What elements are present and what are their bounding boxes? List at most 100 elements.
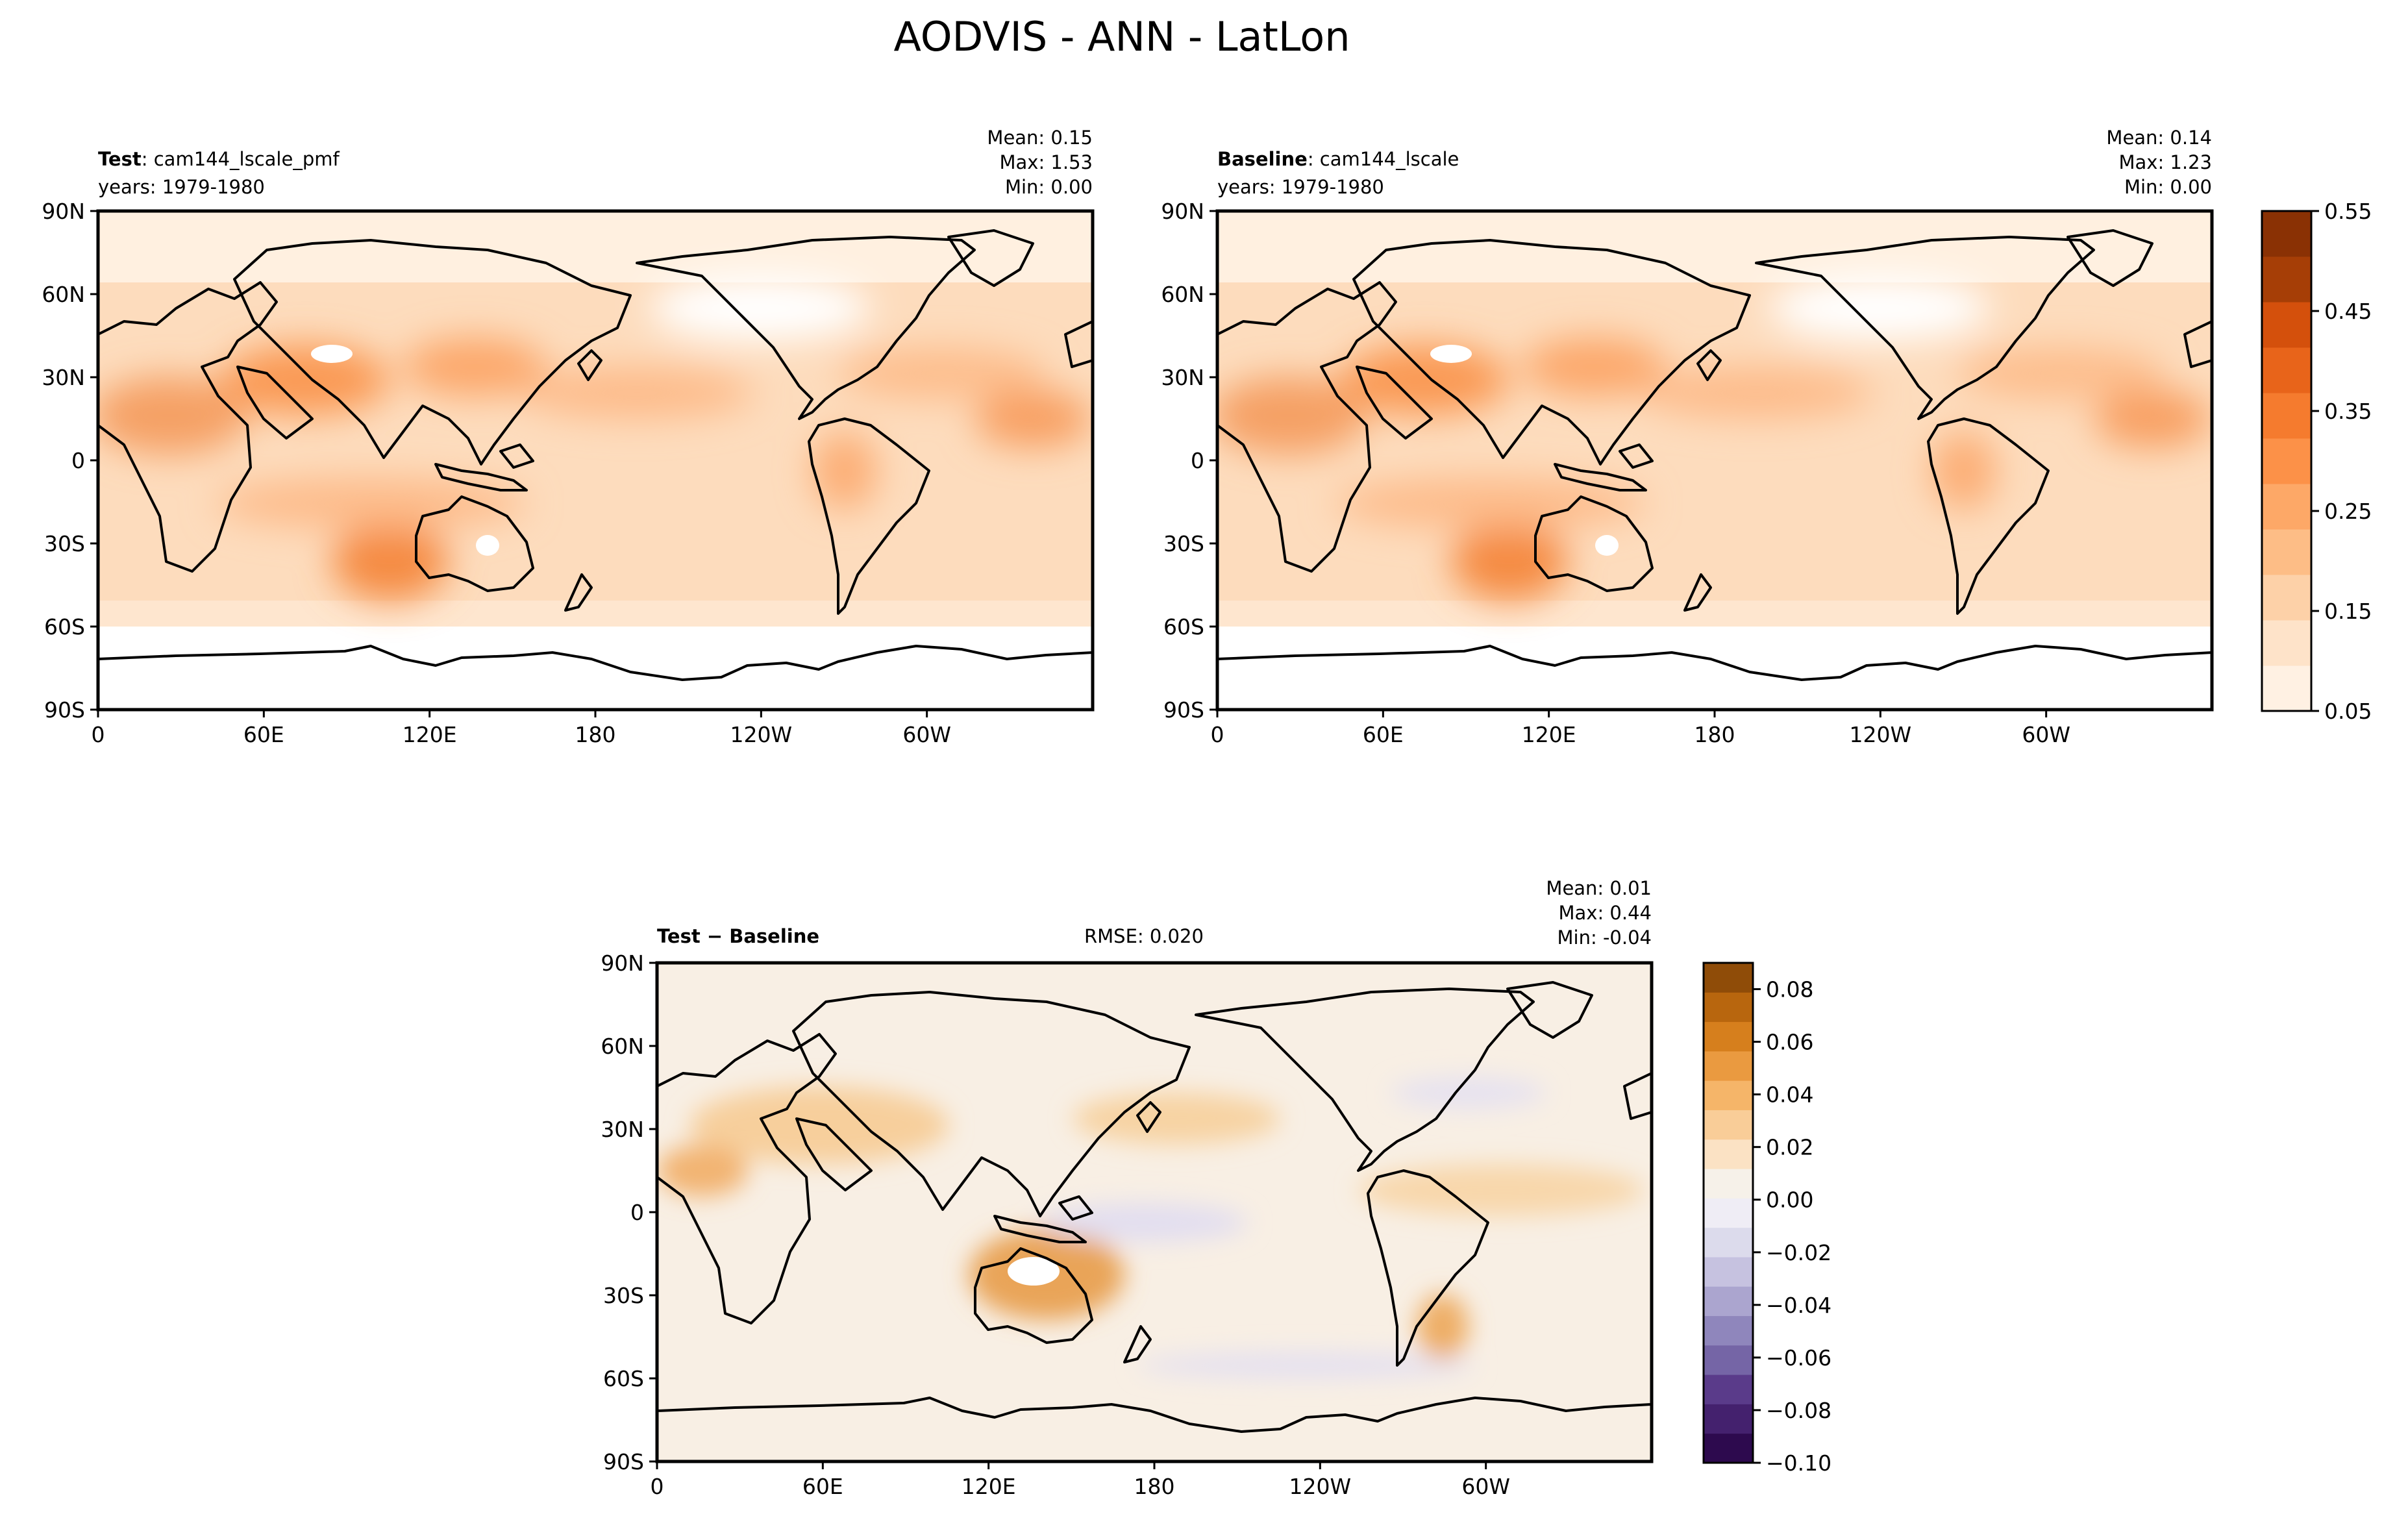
difference-map [657, 963, 1652, 1461]
colorbar-diff-tick-label: −0.06 [1766, 1345, 1831, 1371]
colorbar-oranges-level [2262, 302, 2311, 348]
difference-xtick-label: 60W [1461, 1474, 1510, 1499]
difference-mean: Mean: 0.01 [1546, 877, 1652, 899]
colorbar-diff-tick-label: −0.04 [1766, 1293, 1831, 1318]
difference-max: Max: 0.44 [1558, 902, 1652, 924]
colorbar-diff-tick-label: 0.02 [1766, 1135, 1813, 1160]
colorbar-oranges-level [2262, 529, 2311, 575]
test-xtick-label: 60W [902, 722, 951, 747]
colorbar-diff-tick-label: 0.06 [1766, 1030, 1813, 1055]
baseline-ytick-label: 60N [1161, 282, 1204, 307]
colorbar-oranges-tick-label: 0.15 [2324, 599, 2372, 624]
test-ytick-label: 60S [44, 614, 85, 640]
difference-ytick-label: 30N [601, 1117, 644, 1142]
test-axes: 0 60E 120E 180 120W 60W 90N 60N 30N 0 30S 60S 90S [42, 199, 951, 747]
colorbar-oranges-level [2262, 484, 2311, 530]
colorbar-oranges-level [2262, 393, 2311, 439]
colorbar-oranges-level [2262, 620, 2311, 666]
test-map [98, 211, 1093, 710]
baseline-axes: 0 60E 120E 180 120W 60W 90N 60N 30N 0 30S 60S 90S [1161, 199, 2070, 747]
baseline-ytick-label: 30S [1163, 531, 1204, 556]
colorbar-diff-tick-label: 0.00 [1766, 1187, 1813, 1213]
figure-title: AODVIS - ANN - LatLon [893, 13, 1350, 60]
difference-min: Min: -0.04 [1558, 926, 1652, 949]
colorbar-diff-level [1704, 1256, 1753, 1287]
colorbar-diff-level [1704, 1139, 1753, 1169]
colorbar-diff-tick-label: −0.02 [1766, 1240, 1831, 1265]
difference-ytick-label: 90S [603, 1449, 644, 1474]
colorbar-diff-tick-label: 0.08 [1766, 977, 1813, 1002]
difference-ytick-label: 30S [603, 1283, 644, 1308]
difference-axes: 0 60E 120E 180 120W 60W 90N 60N 30N 0 30S 60S 90S [601, 951, 1510, 1499]
colorbar-diff-level [1704, 992, 1753, 1023]
baseline-label-bold: Baseline [1217, 148, 1308, 170]
difference-ytick-label: 60S [603, 1366, 644, 1391]
test-ytick-label: 30S [44, 531, 85, 556]
colorbar-diff-level [1704, 1169, 1753, 1199]
baseline-panel: Baseline: cam144_lscale years: 1979-1980… [1161, 127, 2214, 747]
difference-ytick-label: 60N [601, 1034, 644, 1059]
difference-xtick-label: 60E [802, 1474, 843, 1499]
baseline-max: Max: 1.23 [2118, 151, 2212, 173]
colorbar-diff-level [1704, 1286, 1753, 1317]
test-xtick-label: 60E [243, 722, 284, 747]
colorbar-diff-level [1704, 1404, 1753, 1434]
colorbar-diff-level [1704, 1198, 1753, 1228]
test-label-case: : cam144_lscale_pmf [142, 148, 340, 170]
colorbar-oranges-tick-label: 0.05 [2324, 699, 2372, 724]
test-label: Test: cam144_lscale_pmf [98, 148, 340, 170]
test-max: Max: 1.53 [999, 151, 1093, 173]
colorbar-diff-level [1704, 1374, 1753, 1404]
test-ytick-label: 90S [44, 697, 85, 723]
difference-xtick-label: 120W [1289, 1474, 1352, 1499]
test-xtick-label: 180 [575, 722, 616, 747]
difference-ytick-label: 0 [630, 1200, 644, 1225]
test-ytick-label: 90N [42, 199, 85, 224]
test-years: years: 1979-1980 [98, 176, 265, 198]
difference-rmse: RMSE: 0.020 [1084, 925, 1204, 947]
baseline-years: years: 1979-1980 [1217, 176, 1384, 198]
baseline-ytick-label: 0 [1191, 448, 1204, 473]
colorbar-diff-frame [1702, 962, 1754, 1464]
test-xtick-label: 0 [92, 722, 105, 747]
colorbar-diff-level [1704, 1110, 1753, 1140]
colorbar-diff-level [1704, 1227, 1753, 1258]
difference-panel: Test − Baseline RMSE: 0.020 Mean: 0.01 M… [601, 877, 1654, 1499]
test-ytick-label: 0 [71, 448, 85, 473]
colorbar-diff-level [1704, 1080, 1753, 1110]
baseline-xtick-label: 60E [1363, 722, 1404, 747]
test-xtick-label: 120W [730, 722, 793, 747]
colorbar-diff-tick-label: −0.10 [1766, 1450, 1831, 1476]
test-ytick-label: 60N [42, 282, 85, 307]
colorbar-oranges-level [2262, 256, 2311, 303]
baseline-min: Min: 0.00 [2124, 176, 2212, 198]
baseline-xtick-label: 180 [1694, 722, 1735, 747]
baseline-xtick-label: 120E [1522, 722, 1576, 747]
colorbar-diff-level [1704, 1345, 1753, 1375]
test-label-bold: Test [98, 148, 142, 170]
baseline-map [1217, 211, 2212, 710]
baseline-ytick-label: 30N [1161, 365, 1204, 390]
test-xtick-label: 120E [403, 722, 457, 747]
test-mean: Mean: 0.15 [987, 127, 1093, 149]
colorbar-oranges-tick-label: 0.55 [2324, 199, 2372, 224]
colorbar-oranges-level [2262, 665, 2311, 712]
colorbar-oranges-level [2262, 575, 2311, 621]
colorbar-diff-level [1704, 1315, 1753, 1346]
colorbar-diff-level [1704, 963, 1753, 993]
test-panel: Test: cam144_lscale_pmf years: 1979-1980… [42, 127, 1095, 747]
baseline-ytick-label: 90S [1163, 697, 1204, 723]
difference-xtick-label: 0 [651, 1474, 664, 1499]
colorbar-diff-level [1704, 1021, 1753, 1052]
difference-xtick-label: 180 [1134, 1474, 1175, 1499]
colorbar-oranges: 0.55 0.45 0.35 0.25 0.15 0.05 [2261, 199, 2372, 724]
baseline-xtick-label: 120W [1850, 722, 1912, 747]
colorbar-diff: 0.08 0.06 0.04 0.02 0.00 −0.02 −0.04 −0.06 −0.08… [1702, 962, 1831, 1476]
baseline-ytick-label: 60S [1163, 614, 1204, 640]
baseline-xtick-label: 0 [1211, 722, 1224, 747]
baseline-ytick-label: 90N [1161, 199, 1204, 224]
baseline-label-case: : cam144_lscale [1308, 148, 1459, 170]
colorbar-oranges-level [2262, 347, 2311, 393]
colorbar-oranges-tick-label: 0.35 [2324, 399, 2372, 424]
